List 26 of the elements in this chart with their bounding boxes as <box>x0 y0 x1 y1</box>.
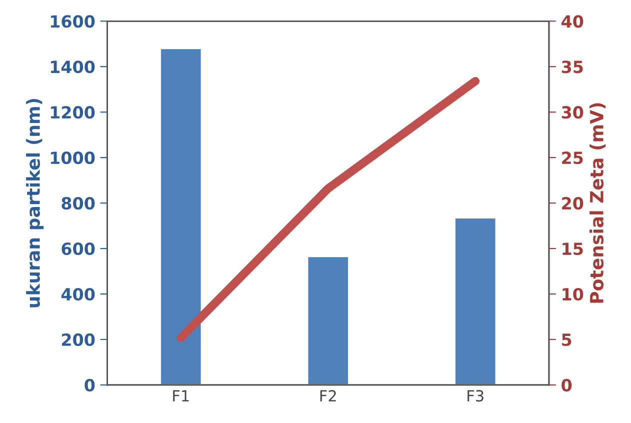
y-axis-title: ukuran partikel (nm) <box>26 98 44 308</box>
y2-tick-label: 30 <box>562 106 584 119</box>
y-tick-label: 400 <box>61 288 95 301</box>
y2-tick-label: 40 <box>562 15 584 28</box>
y-tick-label: 1000 <box>50 152 95 164</box>
y2-tick-label: 25 <box>562 152 583 164</box>
bar <box>160 48 202 385</box>
y2-tick-label: 15 <box>562 242 583 256</box>
bar <box>306 256 350 385</box>
y2-tick-label: 5 <box>562 334 572 346</box>
y-tick-label: 1200 <box>50 106 95 119</box>
y-tick-label: 800 <box>62 197 95 210</box>
y-tick-label: 0 <box>84 378 95 392</box>
y-tick-label: 600 <box>62 242 95 256</box>
x-tick-label: F2 <box>320 390 336 402</box>
y2-axis-title: Potensial Zeta (mV) <box>590 103 606 303</box>
x-tick-label: F1 <box>173 390 189 402</box>
y-tick-label: 200 <box>62 333 95 346</box>
y2-tick-label: 20 <box>562 197 584 210</box>
x-tick-label: F3 <box>468 390 484 402</box>
y-tick-label: 1400 <box>50 60 95 74</box>
y2-tick-label: 10 <box>562 288 584 301</box>
y-tick-label: 1600 <box>50 15 95 28</box>
y2-tick-label: 35 <box>562 60 583 74</box>
y2-tick-label: 0 <box>562 378 572 392</box>
bar <box>454 217 497 385</box>
